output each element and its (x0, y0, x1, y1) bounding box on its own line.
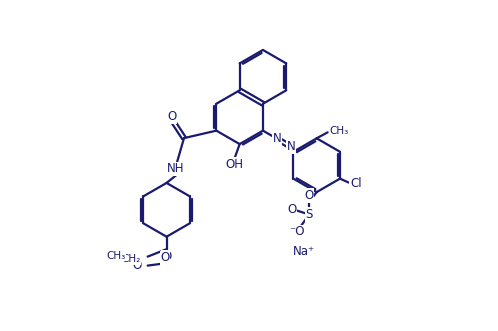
Text: S: S (305, 208, 313, 221)
Text: Na⁺: Na⁺ (293, 245, 315, 259)
Text: O: O (167, 110, 176, 123)
Text: ⁻O: ⁻O (289, 225, 304, 238)
Text: O: O (132, 259, 141, 272)
Text: CH₂: CH₂ (122, 254, 140, 264)
Text: O: O (287, 203, 296, 216)
Text: NH: NH (167, 163, 184, 175)
Text: OH: OH (226, 158, 244, 170)
Text: O: O (305, 189, 314, 202)
Text: N: N (272, 132, 281, 145)
Text: O: O (162, 250, 171, 263)
Text: CH₃: CH₃ (107, 251, 125, 260)
Text: N: N (286, 140, 295, 153)
Text: CH₃: CH₃ (329, 126, 349, 136)
Text: Cl: Cl (350, 177, 362, 190)
Text: O: O (160, 251, 170, 264)
